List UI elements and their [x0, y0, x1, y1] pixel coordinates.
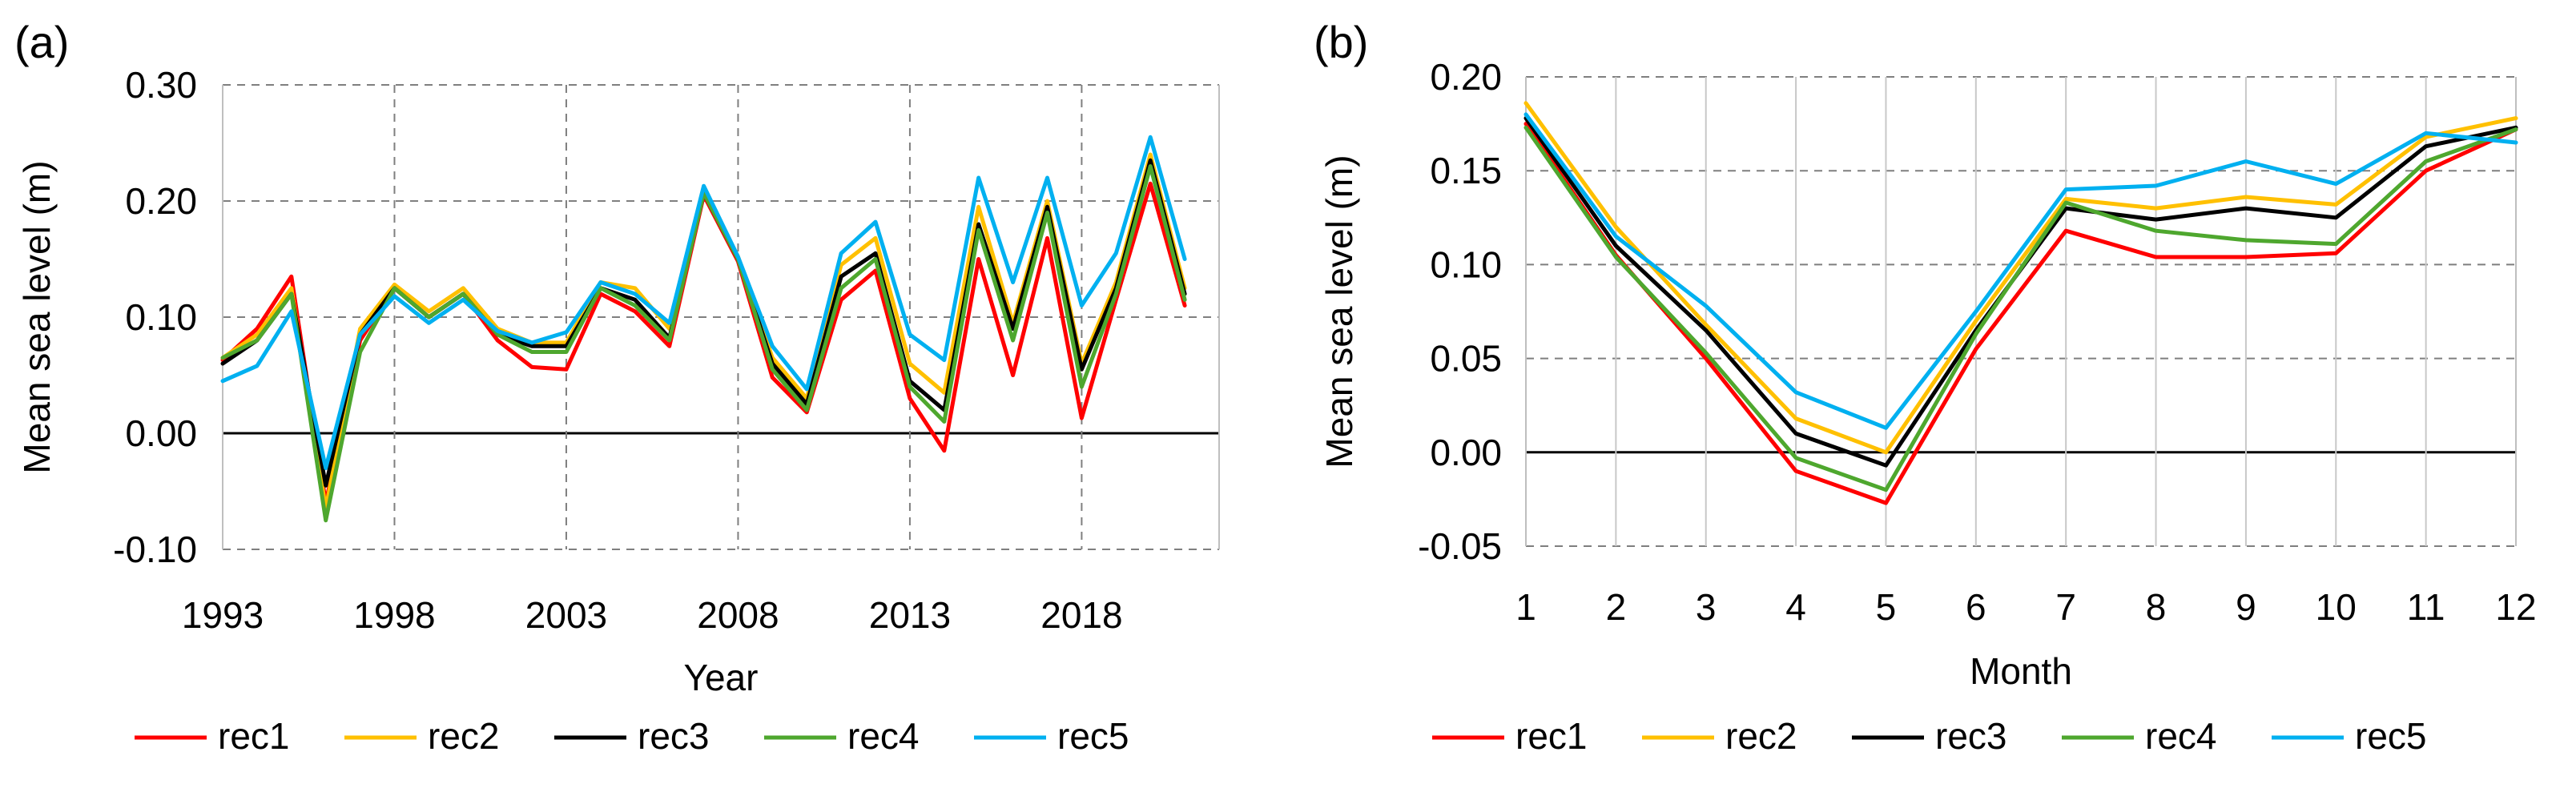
- y-tick-label: 0.20: [125, 180, 197, 222]
- x-tick-label: 3: [1696, 586, 1717, 628]
- legend-label-rec4: rec4: [847, 715, 919, 757]
- x-axis-title: Year: [684, 657, 759, 698]
- y-tick-label: 0.00: [125, 412, 197, 454]
- x-tick-label: 1993: [182, 594, 264, 636]
- x-tick-label: 2: [1606, 586, 1627, 628]
- y-tick-label: -0.05: [1418, 525, 1502, 567]
- y-tick-label: -0.10: [113, 529, 197, 570]
- x-tick-label: 8: [2146, 586, 2167, 628]
- legend-label-rec1: rec1: [1515, 715, 1587, 757]
- x-tick-label: 11: [2407, 586, 2445, 628]
- x-tick-label: 1998: [353, 594, 435, 636]
- x-tick-label: 12: [2495, 586, 2536, 628]
- y-tick-label: 0.10: [125, 296, 197, 338]
- y-axis-title: Mean sea level (m): [1318, 155, 1360, 468]
- x-tick-label: 5: [1876, 586, 1897, 628]
- x-tick-label: 2018: [1040, 594, 1122, 636]
- x-tick-label: 7: [2055, 586, 2076, 628]
- chart-panel-a: (a) -0.10 0.00 0.10 0.20 0.30 1993 1998 2003 2008…: [14, 17, 1220, 757]
- panel-label: (a): [14, 17, 69, 67]
- y-tick-label: 0.05: [1430, 338, 1502, 380]
- series-line-rec4: [1523, 125, 2518, 492]
- legend-label-rec3: rec3: [638, 715, 709, 757]
- y-tick-label: 0.30: [125, 64, 197, 106]
- y-tick-label: 0.10: [1430, 243, 1502, 285]
- x-tick-label: 9: [2236, 586, 2256, 628]
- series-line-rec1: [1523, 122, 2518, 505]
- y-tick-label: 0.20: [1430, 56, 1502, 98]
- legend-label-rec2: rec2: [428, 715, 499, 757]
- y-tick-label: 0.15: [1430, 150, 1502, 191]
- chart-a-svg: (a) -0.10 0.00 0.10 0.20 0.30 1993 1998 2003 2008…: [14, 17, 1220, 757]
- x-tick-label: 2008: [697, 594, 779, 636]
- x-tick-label: 10: [2316, 586, 2357, 628]
- x-tick-label: 6: [1966, 586, 1986, 628]
- chart-panel-b: (b) -0.05 0.00 0.05 0.10 0.15 0.20 1 2 3 4 5 6 7 8 9 10 1…: [1288, 0, 2576, 788]
- series-line-rec3: [220, 158, 1187, 488]
- series-line-rec5: [220, 135, 1187, 470]
- legend-label-rec1: rec1: [218, 715, 289, 757]
- legend-label-rec5: rec5: [2355, 715, 2426, 757]
- x-axis-title: Month: [1970, 650, 2072, 692]
- series-line-rec5: [1523, 112, 2518, 430]
- x-tick-label: 1: [1515, 586, 1536, 628]
- legend-label-rec3: rec3: [1935, 715, 2006, 757]
- legend-label-rec4: rec4: [2145, 715, 2216, 757]
- chart-b-svg: (b)-0.050.000.050.100.150.201 2 3 4 5 6 7 8 9 10 1…: [1314, 17, 2537, 757]
- series-line-rec2: [1523, 101, 2518, 455]
- y-axis-title: Mean sea level (m): [16, 160, 58, 473]
- legend-label-rec5: rec5: [1057, 715, 1129, 757]
- x-tick-label: 2003: [525, 594, 607, 636]
- panel-label: (b): [1314, 17, 1368, 67]
- legend-label-rec2: rec2: [1725, 715, 1797, 757]
- y-tick-label: 0.00: [1430, 432, 1502, 473]
- x-tick-label: 2013: [869, 594, 951, 636]
- x-tick-label: 4: [1785, 586, 1806, 628]
